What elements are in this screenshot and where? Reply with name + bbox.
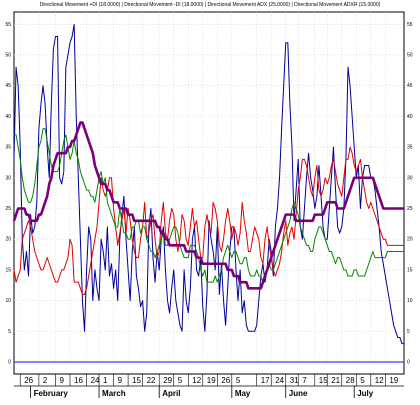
y-tick-label-right: 40	[407, 114, 413, 120]
chart-title: Directional Movement +DI (18.0000) | Dir…	[40, 2, 381, 8]
y-tick-label-right: 20	[407, 237, 413, 243]
x-tick-label: 26	[24, 376, 33, 385]
x-tick-label: 5	[360, 376, 365, 385]
y-tick-label-left: 45	[5, 83, 11, 89]
x-tick-label: 24	[91, 376, 100, 385]
y-tick-label-left: 25	[5, 206, 11, 212]
x-tick-label: 16	[74, 376, 83, 385]
x-tick-label: 9	[118, 376, 123, 385]
y-tick-label-right: 0	[407, 360, 410, 366]
x-tick-label: 17	[261, 376, 270, 385]
x-tick-label: 15	[319, 376, 328, 385]
y-tick-label-right: 10	[407, 298, 413, 304]
series-line-adx	[14, 128, 404, 283]
x-tick-label: 5	[236, 376, 241, 385]
y-tick-label-right: 50	[407, 52, 413, 58]
series-line-adxr	[12, 121, 404, 290]
series-lines	[12, 23, 404, 345]
x-tick-label: 31	[290, 376, 299, 385]
x-tick-label: 26	[221, 376, 230, 385]
x-tick-label: 22	[147, 376, 156, 385]
month-label: June	[289, 389, 308, 398]
plot-frame	[13, 11, 405, 375]
x-tick-label: 9	[59, 376, 64, 385]
y-tick-label-left: 55	[5, 22, 11, 28]
y-tick-label-left: 15	[5, 267, 11, 273]
y-tick-label-left: 50	[5, 52, 11, 58]
x-tick-label: 12	[192, 376, 201, 385]
x-tick-label: 19	[207, 376, 216, 385]
month-label: February	[34, 389, 69, 398]
y-tick-label-right: 15	[407, 267, 413, 273]
y-tick-label-left: 10	[5, 298, 11, 304]
month-label: May	[235, 389, 251, 398]
y-tick-label-left: 30	[5, 175, 11, 181]
month-label: April	[162, 389, 180, 398]
y-tick-label-left: 0	[8, 360, 11, 366]
x-tick-label: 21	[331, 376, 340, 385]
month-label: July	[357, 389, 374, 398]
month-label: March	[102, 389, 126, 398]
x-tick-label: 1	[103, 376, 108, 385]
series-line--di	[13, 146, 404, 295]
y-tick-label-left: 40	[5, 114, 11, 120]
series-line--di	[13, 23, 404, 345]
y-tick-label-left: 35	[5, 145, 11, 151]
x-tick-label: 28	[346, 376, 355, 385]
x-tick-label: 2	[43, 376, 48, 385]
x-tick-label: 24	[275, 376, 284, 385]
x-tick-label: 15	[132, 376, 141, 385]
y-tick-label-right: 35	[407, 145, 413, 151]
y-tick-label-right: 55	[407, 22, 413, 28]
y-tick-label-right: 45	[407, 83, 413, 89]
y-tick-label-right: 5	[407, 329, 410, 335]
x-tick-label: 29	[163, 376, 172, 385]
y-tick-label-right: 30	[407, 175, 413, 181]
x-tick-label: 12	[375, 376, 384, 385]
y-tick-label-left: 20	[5, 237, 11, 243]
y-tick-label-left: 5	[8, 329, 11, 335]
x-tick-label: 7	[302, 376, 307, 385]
y-tick-label-right: 25	[407, 206, 413, 212]
x-tick-label: 19	[389, 376, 398, 385]
x-axis: 26 2 9 16 24 1 9 15 22 29 5 12 19 26 5 17 24 31 7 15 21 28 5 12…	[14, 373, 404, 398]
x-tick-label: 5	[178, 376, 183, 385]
